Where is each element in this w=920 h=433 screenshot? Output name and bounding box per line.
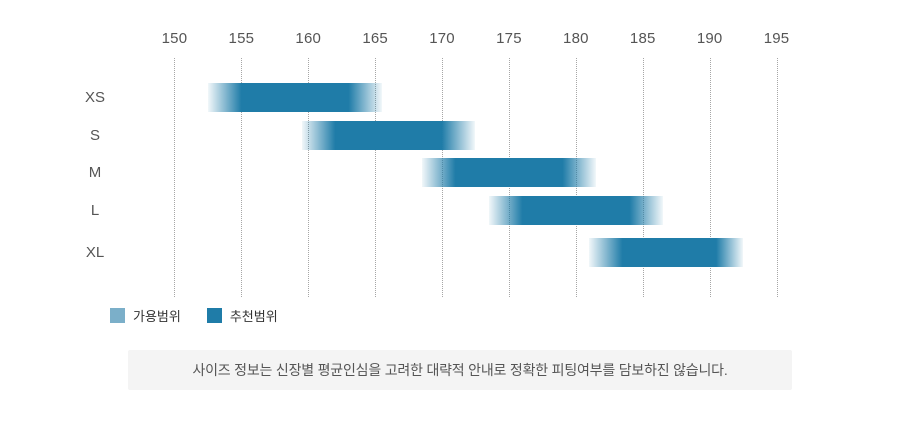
size-range-bar-l bbox=[488, 196, 663, 225]
legend-label-available: 가용범위 bbox=[133, 309, 181, 324]
legend-item-recommended-range: 추천범위 bbox=[206, 306, 278, 325]
size-range-bar-xl bbox=[589, 238, 744, 267]
x-tick-label: 185 bbox=[629, 30, 656, 47]
grid-line bbox=[174, 58, 176, 297]
grid-line bbox=[776, 58, 778, 297]
legend-swatch-available bbox=[110, 308, 125, 323]
x-tick-label: 190 bbox=[696, 30, 723, 47]
row-label-s: S bbox=[89, 127, 100, 144]
x-tick-label: 150 bbox=[161, 30, 188, 47]
x-tick-label: 170 bbox=[429, 30, 455, 47]
x-tick-label: 155 bbox=[228, 30, 255, 47]
size-range-bar-xs bbox=[207, 83, 382, 112]
x-tick-label: 165 bbox=[362, 30, 388, 47]
footnote: 사이즈 정보는 신장별 평균인심을 고려한 대략적 안내로 정확한 피팅여부를 … bbox=[128, 350, 792, 390]
x-tick-label: 195 bbox=[763, 30, 790, 47]
legend-item-available-range: 가용범위 bbox=[110, 306, 181, 325]
legend-swatch-recommended bbox=[206, 308, 222, 323]
x-tick-label: 180 bbox=[563, 30, 589, 47]
x-tick-label: 160 bbox=[295, 30, 322, 47]
grid-line bbox=[375, 58, 377, 297]
legend-label-recommended: 추천범위 bbox=[229, 309, 278, 324]
size-range-bar-m bbox=[421, 158, 596, 187]
size-range-bar-s bbox=[301, 121, 476, 150]
grid-line bbox=[642, 58, 644, 297]
x-axis: 150 155 160 165 170 175 180 185 190 195 bbox=[141, 30, 810, 52]
x-tick-label: 175 bbox=[496, 30, 522, 47]
footnote-text: 사이즈 정보는 신장별 평균인심을 고려한 대략적 안내로 정확한 피팅여부를 … bbox=[192, 362, 728, 378]
row-label-xs: XS bbox=[84, 89, 105, 106]
row-label-l: L bbox=[90, 202, 100, 219]
row-label-m: M bbox=[88, 164, 102, 181]
grid-line bbox=[308, 58, 310, 297]
grid-line bbox=[241, 58, 243, 297]
legend: 가용범위 추천범위 bbox=[110, 306, 278, 325]
row-label-xl: XL bbox=[85, 244, 105, 261]
grid-line bbox=[709, 58, 711, 297]
